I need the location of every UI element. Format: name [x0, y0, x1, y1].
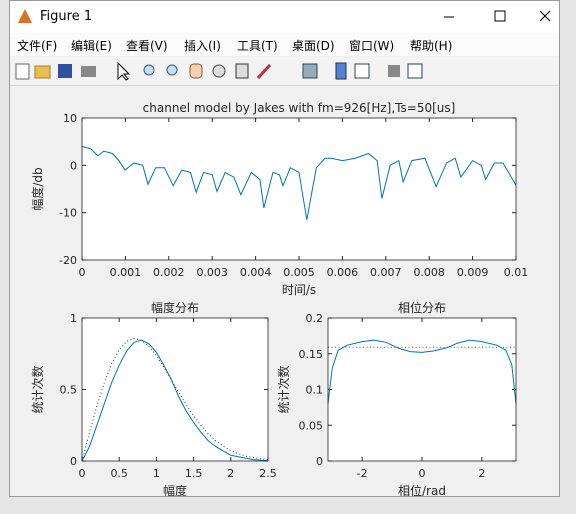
x-axis-label: 幅度: [163, 483, 187, 497]
new-button[interactable]: [15, 63, 30, 80]
x-tick-label: 2.5: [259, 467, 277, 480]
y-tick-label: 0.5: [60, 384, 78, 397]
y-axis-label: 幅度/db: [30, 167, 45, 210]
print-button[interactable]: [81, 66, 96, 77]
y-tick-label: 0: [316, 455, 323, 468]
menu-item[interactable]: 文件(F): [17, 39, 58, 53]
axes-frame: [327, 317, 517, 462]
x-tick-label: 0: [79, 266, 86, 279]
y-tick-label: 0: [70, 455, 77, 468]
x-tick-label: 1.5: [185, 467, 203, 480]
open-button[interactable]: [34, 65, 51, 79]
y-tick-label: 0.15: [299, 348, 324, 361]
brush-button[interactable]: [256, 63, 272, 80]
axes-frame: [81, 317, 269, 462]
select-button[interactable]: [117, 61, 131, 81]
data-line: [327, 339, 517, 404]
x-tick-label: 0.003: [196, 266, 228, 279]
x-tick-label: 0: [419, 467, 426, 480]
data-line: [81, 337, 269, 462]
y-tick-label: -10: [59, 207, 77, 220]
chart-title: 幅度分布: [151, 300, 199, 315]
x-tick-label: 0.005: [283, 266, 315, 279]
axes-background: [82, 118, 516, 260]
chart-title: 相位分布: [398, 300, 446, 315]
x-tick-label: 0.01: [504, 266, 529, 279]
datatip-button[interactable]: [235, 63, 249, 79]
x-tick-label: 0: [79, 467, 86, 480]
x-tick-label: 0.009: [457, 266, 489, 279]
y-tick-label: -20: [59, 254, 77, 267]
hide-tools-button[interactable]: [388, 65, 400, 77]
toolbar-icons: [15, 61, 423, 81]
y-tick-label: 0.1: [306, 384, 324, 397]
menu-bar: 文件(F) 编辑(E) 查看(V) 插入(I) 工具(T) 桌面(D) 窗口(W…: [10, 33, 559, 56]
axes-background: [328, 318, 516, 461]
x-tick-label: 1: [153, 467, 160, 480]
toolbar: [10, 57, 559, 86]
x-tick-label: 0.004: [240, 266, 272, 279]
x-axis-label: 时间/s: [282, 283, 316, 297]
menu-item[interactable]: 桌面(D): [292, 39, 335, 53]
x-tick-label: 0.007: [370, 266, 402, 279]
axes-frame: [81, 117, 517, 261]
app-icon: [18, 9, 32, 23]
link-button[interactable]: [302, 63, 318, 79]
x-tick-label: -2: [357, 467, 368, 480]
axes-background: [82, 318, 268, 461]
zoom-in-button[interactable]: [143, 64, 155, 76]
data-line: [81, 145, 517, 220]
title-bar-icons: [18, 9, 551, 23]
x-tick-label: 0.5: [110, 467, 128, 480]
close-button[interactable]: [539, 10, 551, 22]
x-tick-label: 2: [227, 467, 234, 480]
y-tick-label: 0.05: [299, 419, 324, 432]
y-tick-label: 0.2: [306, 312, 324, 325]
menu-item[interactable]: 插入(I): [184, 39, 221, 53]
x-tick-label: 0.001: [110, 266, 142, 279]
figure-window: Figure 1 文件(F) 编辑(E) 查看(V) 插入(I) 工具(T) 桌…: [9, 0, 560, 497]
x-tick-label: 2: [478, 467, 485, 480]
save-button[interactable]: [58, 64, 72, 78]
x-tick-label: 0.002: [153, 266, 185, 279]
zoom-out-button[interactable]: [166, 64, 178, 76]
x-axis-label: 相位/rad: [398, 483, 446, 497]
legend-button[interactable]: [354, 63, 370, 79]
maximize-button[interactable]: [494, 10, 506, 22]
menu-item[interactable]: 工具(T): [237, 39, 278, 53]
menu-item[interactable]: 查看(V): [126, 39, 168, 53]
colorbar-button[interactable]: [335, 62, 347, 80]
pan-button[interactable]: [189, 63, 203, 79]
chart-title: channel model by Jakes with fm=926[Hz],T…: [143, 101, 456, 115]
y-tick-label: 10: [63, 112, 77, 125]
y-tick-label: 1: [70, 312, 77, 325]
window-title: Figure 1: [40, 9, 93, 24]
menu-item[interactable]: 编辑(E): [71, 39, 112, 53]
y-axis-label: 统计次数: [276, 365, 291, 413]
title-bar: Figure 1: [10, 1, 559, 33]
menu-item[interactable]: 帮助(H): [410, 39, 453, 53]
x-tick-label: 0.008: [413, 266, 445, 279]
rotate-button[interactable]: [212, 64, 226, 78]
y-axis-label: 统计次数: [30, 365, 45, 413]
data-line: [81, 339, 269, 462]
y-tick-label: 0: [70, 159, 77, 172]
x-tick-label: 0.006: [327, 266, 359, 279]
show-tools-button[interactable]: [407, 63, 423, 79]
menu-item[interactable]: 窗口(W): [349, 39, 395, 53]
